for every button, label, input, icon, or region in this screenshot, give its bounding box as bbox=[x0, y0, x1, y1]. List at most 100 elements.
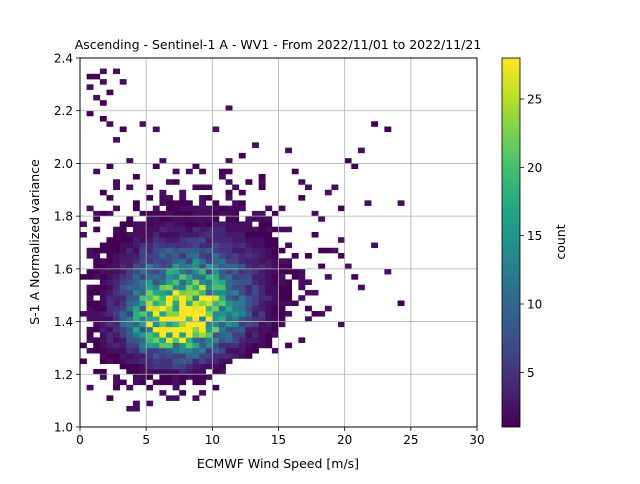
heatmap-cell bbox=[126, 347, 134, 354]
heatmap-cell bbox=[218, 300, 226, 307]
heatmap-cell bbox=[218, 358, 226, 365]
heatmap-cell bbox=[185, 216, 193, 222]
heatmap-cell bbox=[278, 311, 286, 317]
heatmap-cell bbox=[225, 305, 233, 312]
heatmap-cell bbox=[218, 210, 226, 217]
heatmap-cell bbox=[152, 205, 160, 212]
heatmap-cell bbox=[199, 305, 207, 312]
heatmap-cell bbox=[205, 321, 213, 328]
heatmap-cell bbox=[192, 274, 200, 280]
heatmap-cell bbox=[225, 205, 233, 212]
heatmap-cell bbox=[132, 205, 140, 212]
heatmap-cell bbox=[258, 332, 266, 338]
heatmap-cell bbox=[265, 342, 273, 349]
heatmap-cell bbox=[119, 226, 127, 233]
heatmap-cell bbox=[258, 179, 266, 185]
colorbar-tick-label: 5 bbox=[527, 366, 535, 380]
heatmap-cell bbox=[265, 321, 273, 328]
heatmap-cell bbox=[199, 247, 207, 254]
heatmap-cell bbox=[245, 258, 253, 264]
heatmap-cell bbox=[192, 369, 200, 375]
heatmap-cell bbox=[185, 226, 193, 233]
heatmap-cell bbox=[238, 342, 246, 349]
heatmap-cell bbox=[166, 295, 173, 301]
heatmap-cell bbox=[285, 284, 293, 291]
x-tick-label: 10 bbox=[205, 433, 220, 447]
heatmap-cell bbox=[179, 274, 187, 280]
heatmap-cell bbox=[126, 216, 134, 222]
heatmap-cell bbox=[172, 205, 180, 212]
colorbar-tick-label: 25 bbox=[527, 93, 542, 107]
heatmap-cell bbox=[252, 295, 259, 301]
heatmap-cell bbox=[132, 268, 140, 275]
heatmap-cell bbox=[278, 258, 286, 264]
heatmap-cell bbox=[119, 358, 127, 365]
heatmap-cell bbox=[146, 274, 154, 280]
heatmap-cell bbox=[152, 369, 160, 375]
heatmap-cell bbox=[86, 284, 94, 291]
heatmap-cell bbox=[132, 332, 140, 338]
heatmap-cell bbox=[245, 179, 253, 185]
y-tick-label: 2.2 bbox=[54, 104, 73, 118]
heatmap-cell bbox=[291, 253, 299, 259]
heatmap-cell bbox=[119, 347, 127, 354]
heatmap-cell bbox=[159, 305, 167, 312]
heatmap-cell bbox=[86, 337, 94, 343]
heatmap-cell bbox=[371, 242, 379, 249]
heatmap-cell bbox=[179, 189, 187, 196]
heatmap-cell bbox=[185, 205, 193, 212]
heatmap-cell bbox=[106, 289, 114, 296]
heatmap-cell bbox=[86, 332, 94, 338]
heatmap-cell bbox=[252, 242, 259, 249]
heatmap-cell bbox=[172, 179, 180, 185]
heatmap-cell bbox=[199, 184, 207, 191]
heatmap-cell bbox=[225, 195, 233, 201]
heatmap-cell bbox=[146, 237, 154, 243]
heatmap-cell bbox=[172, 200, 180, 206]
heatmap-cell bbox=[86, 73, 94, 80]
heatmap-cell bbox=[119, 311, 127, 317]
heatmap-cell bbox=[252, 247, 259, 254]
heatmap-cell bbox=[113, 179, 120, 185]
heatmap-cell bbox=[278, 226, 286, 233]
heatmap-cell bbox=[212, 316, 220, 322]
heatmap-cell bbox=[238, 321, 246, 328]
heatmap-cell bbox=[232, 253, 240, 259]
heatmap-cell bbox=[185, 305, 193, 312]
heatmap-cell bbox=[146, 284, 154, 291]
heatmap-cell bbox=[205, 279, 213, 285]
heatmap-cell bbox=[99, 337, 107, 343]
heatmap-cell bbox=[258, 247, 266, 254]
heatmap-cell bbox=[172, 231, 180, 238]
heatmap-cell bbox=[205, 195, 213, 201]
heatmap-cell bbox=[139, 316, 147, 322]
heatmap-cell bbox=[218, 231, 226, 238]
heatmap-cell bbox=[238, 289, 246, 296]
heatmap-cell bbox=[192, 258, 200, 264]
heatmap-cell bbox=[185, 374, 193, 380]
heatmap-cell bbox=[192, 379, 200, 386]
heatmap-cell bbox=[159, 369, 167, 375]
heatmap-cell bbox=[172, 253, 180, 259]
heatmap-cell bbox=[212, 337, 220, 343]
heatmap-cell bbox=[252, 268, 259, 275]
heatmap-cell bbox=[225, 284, 233, 291]
heatmap-cell bbox=[192, 342, 200, 349]
heatmap-cell bbox=[113, 289, 120, 296]
heatmap-cell bbox=[371, 121, 379, 127]
heatmap-cell bbox=[113, 321, 120, 328]
heatmap-cell bbox=[146, 400, 154, 407]
heatmap-cell bbox=[245, 305, 253, 312]
heatmap-cell bbox=[166, 221, 173, 227]
heatmap-cell bbox=[152, 231, 160, 238]
heatmap-cell bbox=[397, 300, 405, 307]
heatmap-cell bbox=[119, 353, 127, 359]
heatmap-cell bbox=[159, 237, 167, 243]
heatmap-cell bbox=[139, 274, 147, 280]
heatmap-cell bbox=[238, 274, 246, 280]
heatmap-cell bbox=[152, 358, 160, 365]
x-tick-label: 15 bbox=[271, 433, 286, 447]
heatmap-cell bbox=[338, 237, 345, 243]
heatmap-cell bbox=[351, 163, 359, 169]
heatmap-cell bbox=[258, 268, 266, 275]
